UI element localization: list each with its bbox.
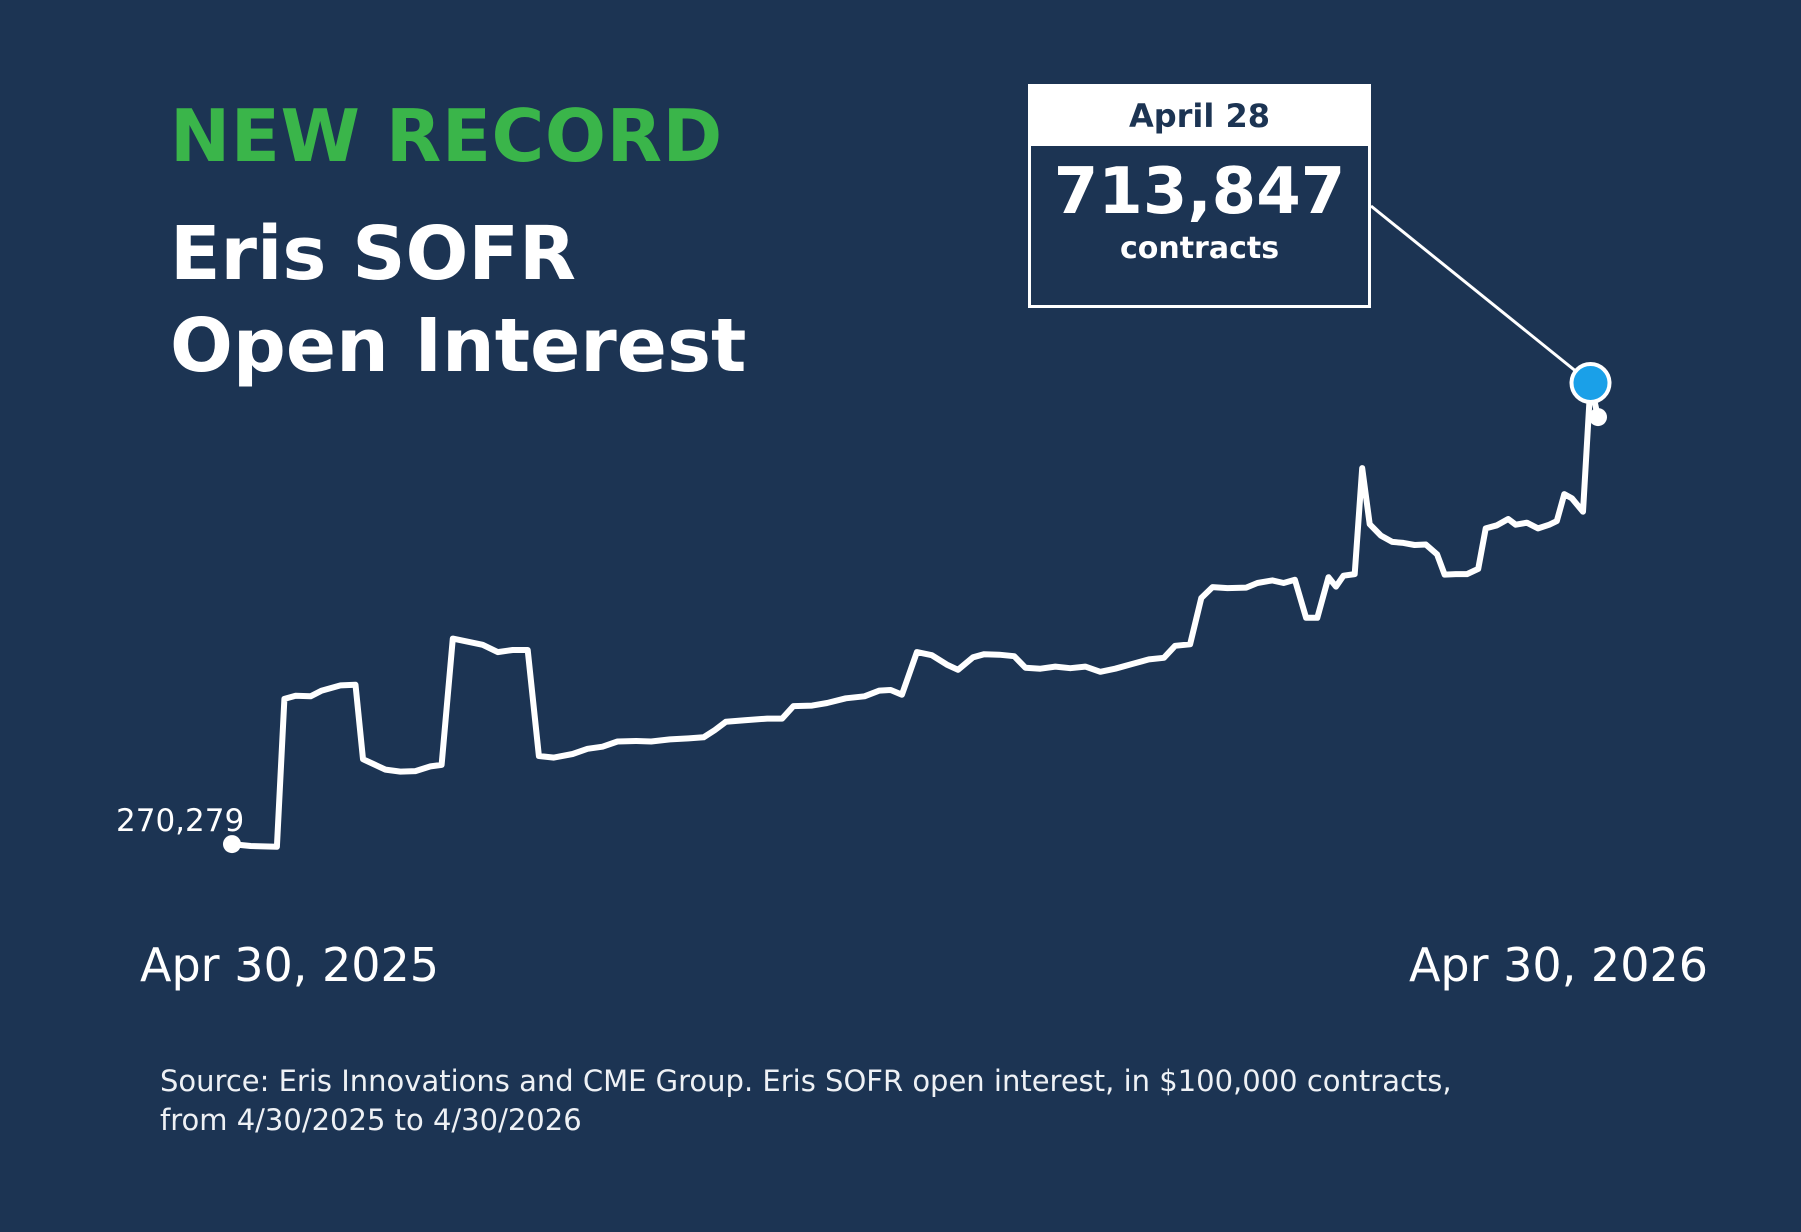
callout-date: April 28 [1031, 87, 1368, 146]
record-callout: April 28 713,847 contracts [1028, 84, 1371, 308]
record-point-marker [1569, 362, 1612, 404]
source-note-line-2: from 4/30/2025 to 4/30/2026 [160, 1103, 582, 1137]
source-note-line-1: Source: Eris Innovations and CME Group. … [160, 1064, 1452, 1098]
series-line [229, 380, 1601, 850]
chart-title: Eris SOFR Open Interest [170, 208, 870, 392]
start-value-label: 270,279 [116, 803, 245, 839]
callout-value: 713,847 [1053, 155, 1346, 229]
end-point-marker [1589, 408, 1607, 427]
callout-leader-line [1370, 204, 1592, 385]
chart-title-line-1: Eris SOFR [170, 211, 576, 297]
headline-kicker: NEW RECORD [170, 94, 723, 178]
start-point-marker [223, 835, 241, 854]
chart-title-line-2: Open Interest [170, 303, 747, 389]
source-note: Source: Eris Innovations and CME Group. … [160, 1062, 1660, 1140]
x-axis-end-label: Apr 30, 2026 [1408, 938, 1708, 992]
callout-unit: contracts [1119, 231, 1280, 266]
x-axis-start-label: Apr 30, 2025 [140, 938, 440, 992]
data-points [223, 362, 1612, 854]
